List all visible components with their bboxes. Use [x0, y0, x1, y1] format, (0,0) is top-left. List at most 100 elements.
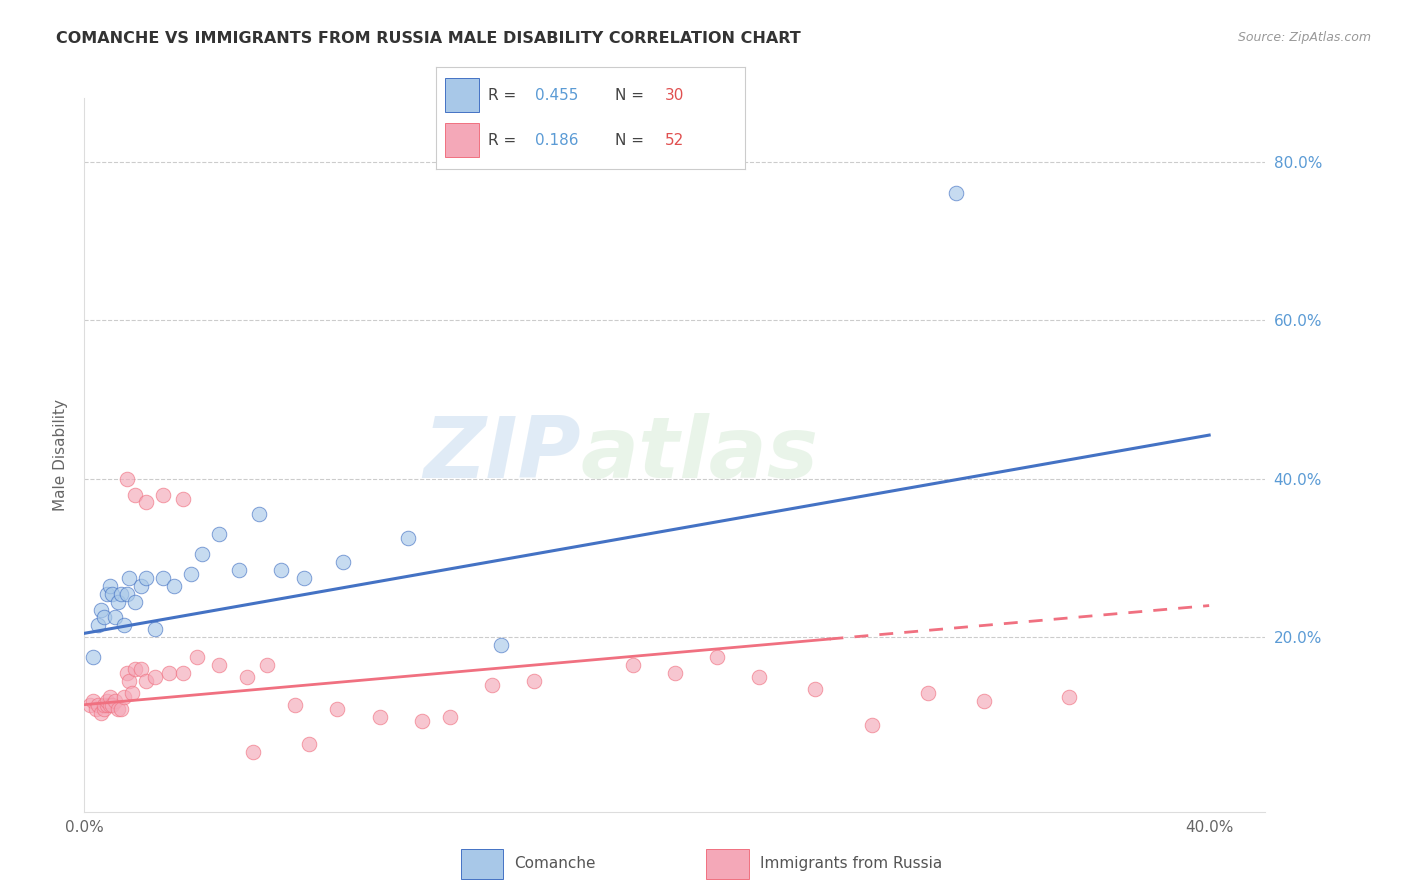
Text: N =: N = — [616, 133, 644, 148]
Point — [439, 709, 461, 723]
Point — [247, 508, 270, 522]
Point — [93, 698, 115, 712]
Point — [945, 186, 967, 201]
Point — [664, 665, 686, 680]
Point — [124, 662, 146, 676]
Point — [110, 587, 132, 601]
Point — [152, 487, 174, 501]
Bar — [461, 849, 503, 879]
Point — [104, 694, 127, 708]
Point — [110, 701, 132, 715]
Point — [135, 495, 157, 509]
Point — [298, 737, 321, 751]
Text: 0.186: 0.186 — [534, 133, 578, 148]
Text: N =: N = — [616, 87, 644, 103]
Point — [186, 650, 208, 665]
Point — [96, 587, 118, 601]
Point — [118, 673, 141, 688]
Point — [917, 686, 939, 700]
Point — [96, 698, 118, 712]
Point — [326, 701, 349, 715]
Text: R =: R = — [488, 87, 516, 103]
Point — [143, 623, 166, 637]
Point — [107, 701, 129, 715]
Point — [143, 670, 166, 684]
Point — [121, 686, 143, 700]
Text: Immigrants from Russia: Immigrants from Russia — [759, 855, 942, 871]
Point — [748, 670, 770, 684]
Point — [191, 547, 214, 561]
Point — [93, 701, 115, 715]
Point — [124, 487, 146, 501]
Point — [152, 571, 174, 585]
Point — [82, 650, 104, 665]
Point — [93, 610, 115, 624]
Point — [706, 650, 728, 665]
Point — [90, 602, 112, 616]
Point — [98, 579, 121, 593]
Text: COMANCHE VS IMMIGRANTS FROM RUSSIA MALE DISABILITY CORRELATION CHART: COMANCHE VS IMMIGRANTS FROM RUSSIA MALE … — [56, 31, 801, 46]
Point — [115, 472, 138, 486]
Point — [523, 673, 546, 688]
Point — [79, 698, 101, 712]
Point — [236, 670, 259, 684]
Text: 52: 52 — [665, 133, 683, 148]
Point — [124, 594, 146, 608]
Point — [172, 491, 194, 506]
Y-axis label: Male Disability: Male Disability — [52, 399, 67, 511]
Point — [84, 701, 107, 715]
Point — [411, 714, 433, 728]
Text: ZIP: ZIP — [423, 413, 581, 497]
Point — [368, 709, 391, 723]
Point — [87, 618, 110, 632]
Point — [270, 563, 292, 577]
Point — [860, 717, 883, 731]
Point — [208, 658, 231, 673]
Point — [82, 694, 104, 708]
Point — [135, 673, 157, 688]
Point — [242, 745, 264, 759]
Point — [489, 638, 512, 652]
Point — [208, 527, 231, 541]
Text: atlas: atlas — [581, 413, 818, 497]
Bar — [446, 78, 479, 112]
Point — [172, 665, 194, 680]
Point — [804, 681, 827, 696]
Text: Comanche: Comanche — [515, 855, 596, 871]
Point — [118, 571, 141, 585]
Point — [115, 587, 138, 601]
Point — [228, 563, 250, 577]
Point — [481, 678, 503, 692]
Point — [90, 706, 112, 720]
Point — [115, 665, 138, 680]
Text: Source: ZipAtlas.com: Source: ZipAtlas.com — [1237, 31, 1371, 45]
Point — [621, 658, 644, 673]
Point — [332, 555, 354, 569]
Text: 30: 30 — [665, 87, 685, 103]
Point — [284, 698, 307, 712]
Point — [180, 566, 202, 581]
Point — [396, 531, 419, 545]
Point — [96, 694, 118, 708]
Point — [112, 618, 135, 632]
Point — [87, 698, 110, 712]
Point — [104, 610, 127, 624]
Point — [129, 662, 152, 676]
Point — [98, 690, 121, 704]
Bar — [446, 123, 479, 157]
Point — [1057, 690, 1080, 704]
Point — [292, 571, 315, 585]
Point — [112, 690, 135, 704]
Point — [101, 587, 124, 601]
Point — [107, 594, 129, 608]
Point — [157, 665, 180, 680]
Text: 0.455: 0.455 — [534, 87, 578, 103]
Text: R =: R = — [488, 133, 516, 148]
Point — [256, 658, 278, 673]
Point — [973, 694, 995, 708]
Point — [129, 579, 152, 593]
Bar — [706, 849, 749, 879]
Point — [135, 571, 157, 585]
Point — [163, 579, 186, 593]
Point — [98, 698, 121, 712]
